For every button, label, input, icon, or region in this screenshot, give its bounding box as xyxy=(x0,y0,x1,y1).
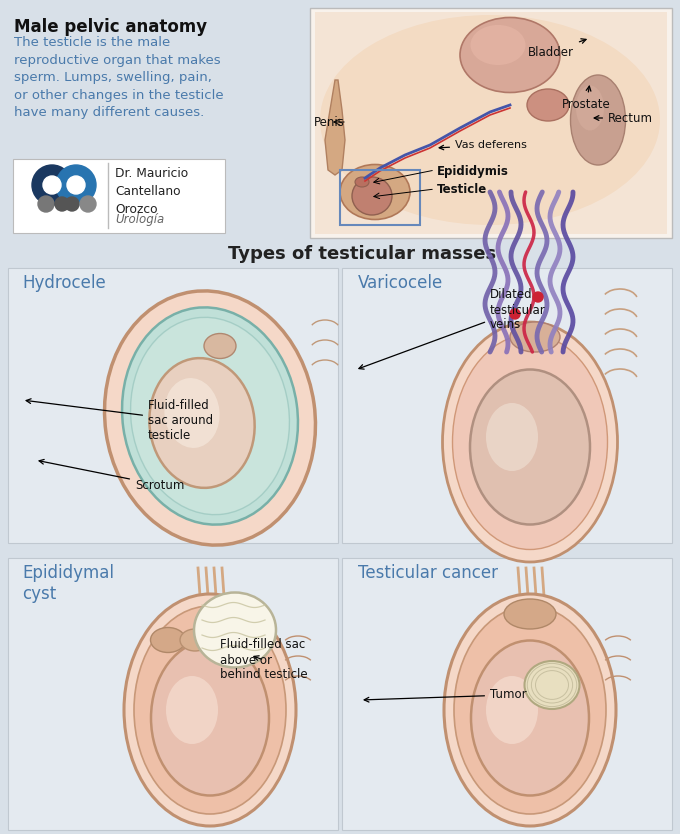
Polygon shape xyxy=(325,80,345,175)
Ellipse shape xyxy=(355,177,369,187)
FancyBboxPatch shape xyxy=(342,558,672,830)
Ellipse shape xyxy=(524,661,579,709)
Text: Dilated
testicular
veins: Dilated testicular veins xyxy=(359,289,546,369)
Text: Hydrocele: Hydrocele xyxy=(22,274,106,292)
Circle shape xyxy=(80,196,96,212)
Ellipse shape xyxy=(150,627,186,652)
Ellipse shape xyxy=(452,334,607,550)
Ellipse shape xyxy=(150,358,254,488)
Ellipse shape xyxy=(204,334,236,359)
Text: Scrotum: Scrotum xyxy=(39,460,184,491)
Text: Prostate: Prostate xyxy=(562,86,611,110)
Circle shape xyxy=(510,309,520,319)
FancyBboxPatch shape xyxy=(8,268,338,543)
FancyBboxPatch shape xyxy=(315,12,667,234)
Ellipse shape xyxy=(151,641,269,796)
Ellipse shape xyxy=(194,592,276,667)
Ellipse shape xyxy=(352,177,392,215)
Text: Rectum: Rectum xyxy=(594,112,653,124)
Circle shape xyxy=(55,197,69,211)
Text: Vas deferens: Vas deferens xyxy=(439,140,527,150)
Ellipse shape xyxy=(131,318,290,515)
Ellipse shape xyxy=(486,676,538,744)
Ellipse shape xyxy=(124,594,296,826)
Ellipse shape xyxy=(510,322,560,352)
Ellipse shape xyxy=(576,86,604,130)
Ellipse shape xyxy=(504,599,556,629)
Text: Testicle: Testicle xyxy=(437,183,488,196)
Text: Epididymis: Epididymis xyxy=(437,165,509,178)
FancyBboxPatch shape xyxy=(342,268,672,543)
Text: Dr. Mauricio
Cantellano
Orozco: Dr. Mauricio Cantellano Orozco xyxy=(115,167,188,216)
Text: Male pelvic anatomy: Male pelvic anatomy xyxy=(14,18,207,36)
Ellipse shape xyxy=(165,378,220,448)
Ellipse shape xyxy=(571,75,626,165)
FancyBboxPatch shape xyxy=(8,558,338,830)
Text: Types of testicular masses: Types of testicular masses xyxy=(228,245,496,263)
Ellipse shape xyxy=(444,594,616,826)
Ellipse shape xyxy=(180,629,210,651)
Text: Varicocele: Varicocele xyxy=(358,274,443,292)
Ellipse shape xyxy=(486,403,538,471)
Text: Penis: Penis xyxy=(314,115,345,128)
Circle shape xyxy=(65,197,79,211)
Circle shape xyxy=(533,292,543,302)
Ellipse shape xyxy=(134,606,286,814)
Text: Urología: Urología xyxy=(115,213,165,226)
Ellipse shape xyxy=(471,641,589,796)
Text: Fluid-filled sac
above or
behind testicle: Fluid-filled sac above or behind testicl… xyxy=(220,639,307,681)
Circle shape xyxy=(38,196,54,212)
Ellipse shape xyxy=(166,676,218,744)
Text: Testicular cancer: Testicular cancer xyxy=(358,564,498,582)
Text: The testicle is the male
reproductive organ that makes
sperm. Lumps, swelling, p: The testicle is the male reproductive or… xyxy=(14,36,224,119)
Ellipse shape xyxy=(122,308,298,525)
Text: Fluid-filled
sac around
testicle: Fluid-filled sac around testicle xyxy=(26,399,213,441)
Circle shape xyxy=(43,176,61,194)
Ellipse shape xyxy=(105,291,316,545)
Ellipse shape xyxy=(471,25,526,65)
Text: Epididymal
cyst: Epididymal cyst xyxy=(22,564,114,603)
FancyBboxPatch shape xyxy=(310,8,672,238)
Ellipse shape xyxy=(340,164,410,219)
Circle shape xyxy=(56,165,96,205)
FancyBboxPatch shape xyxy=(13,159,225,233)
Ellipse shape xyxy=(320,15,660,225)
Text: Bladder: Bladder xyxy=(528,39,586,58)
Ellipse shape xyxy=(470,369,590,525)
Ellipse shape xyxy=(454,606,606,814)
Ellipse shape xyxy=(443,322,617,562)
Text: Tumor: Tumor xyxy=(364,689,526,702)
Circle shape xyxy=(67,176,85,194)
Ellipse shape xyxy=(527,89,569,121)
Ellipse shape xyxy=(460,18,560,93)
Circle shape xyxy=(32,165,72,205)
